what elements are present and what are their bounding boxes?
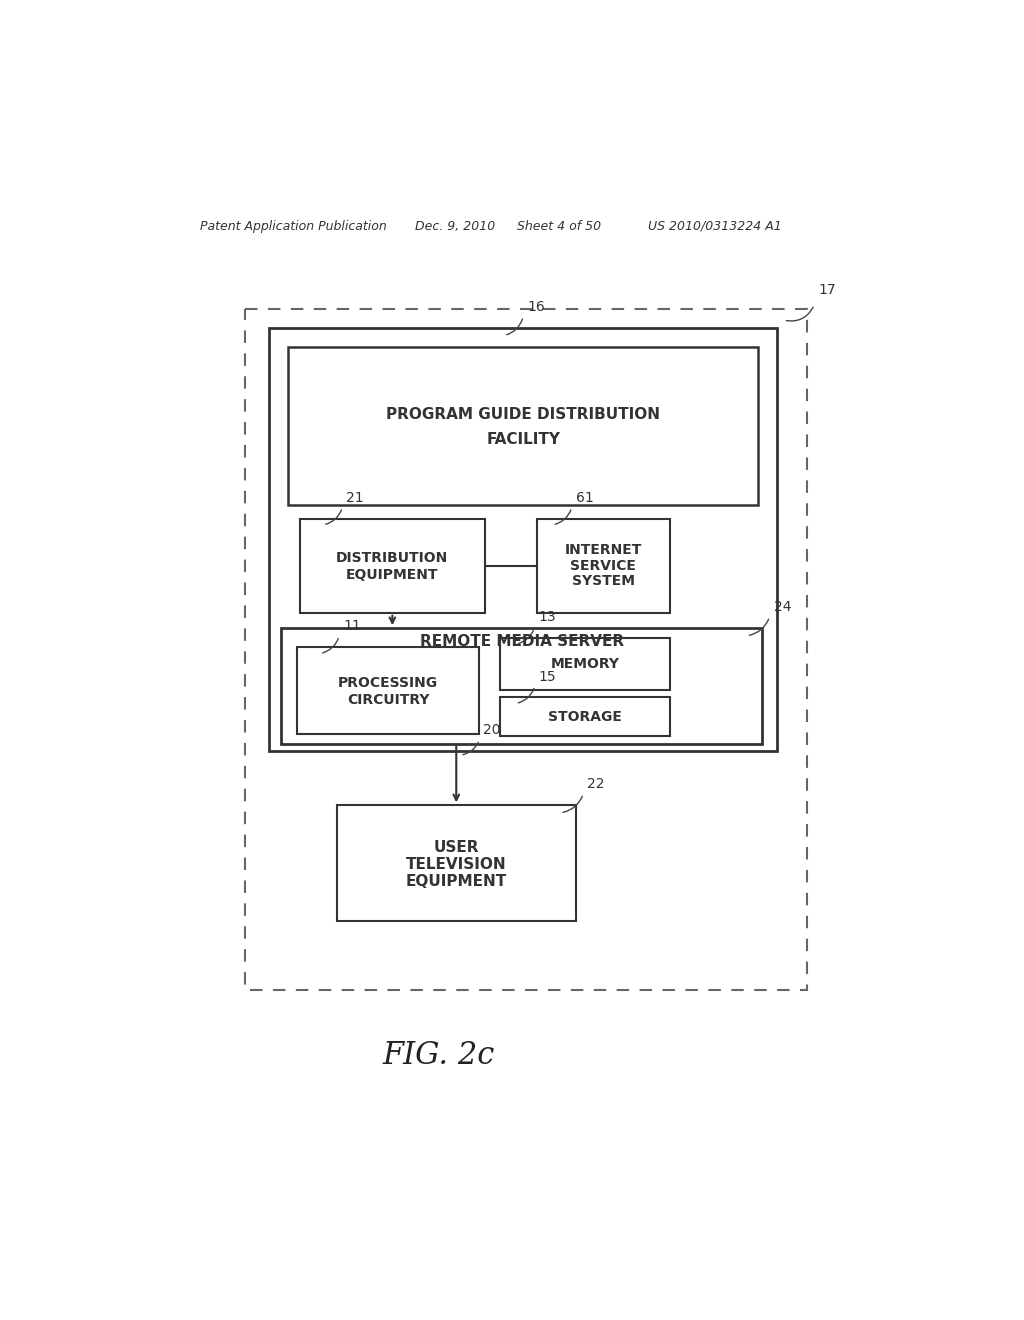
Bar xyxy=(337,805,575,921)
Text: Patent Application Publication: Patent Application Publication xyxy=(200,219,387,232)
Bar xyxy=(282,628,762,743)
Text: FACILITY: FACILITY xyxy=(486,433,560,447)
Text: Dec. 9, 2010: Dec. 9, 2010 xyxy=(416,219,496,232)
Text: Sheet 4 of 50: Sheet 4 of 50 xyxy=(517,219,601,232)
Text: CIRCUITRY: CIRCUITRY xyxy=(347,693,429,708)
Text: 16: 16 xyxy=(527,300,545,314)
Text: MEMORY: MEMORY xyxy=(550,657,620,671)
Bar xyxy=(245,309,807,990)
Bar xyxy=(300,519,484,612)
Text: INTERNET: INTERNET xyxy=(564,544,642,557)
Text: 61: 61 xyxy=(575,491,593,506)
Bar xyxy=(297,647,479,734)
Text: PROGRAM GUIDE DISTRIBUTION: PROGRAM GUIDE DISTRIBUTION xyxy=(386,407,660,422)
Bar xyxy=(500,638,670,689)
Bar xyxy=(269,327,777,751)
Text: FIG. 2c: FIG. 2c xyxy=(382,1040,495,1071)
Text: SERVICE: SERVICE xyxy=(570,558,636,573)
Bar xyxy=(500,697,670,737)
Text: TELEVISION: TELEVISION xyxy=(406,857,507,873)
Text: SYSTEM: SYSTEM xyxy=(571,574,635,589)
Bar xyxy=(538,519,670,612)
Text: EQUIPMENT: EQUIPMENT xyxy=(406,874,507,888)
Text: PROCESSING: PROCESSING xyxy=(338,676,438,690)
Text: 20: 20 xyxy=(483,723,501,738)
Text: 17: 17 xyxy=(818,282,836,297)
Text: US 2010/0313224 A1: US 2010/0313224 A1 xyxy=(648,219,781,232)
Text: 24: 24 xyxy=(773,601,791,614)
Bar xyxy=(289,347,758,506)
Text: 21: 21 xyxy=(346,491,364,506)
Text: USER: USER xyxy=(433,840,479,855)
Text: REMOTE MEDIA SERVER: REMOTE MEDIA SERVER xyxy=(420,635,624,649)
Text: 15: 15 xyxy=(539,669,556,684)
Text: STORAGE: STORAGE xyxy=(548,710,622,723)
Text: EQUIPMENT: EQUIPMENT xyxy=(346,568,438,582)
Text: 22: 22 xyxy=(587,777,604,792)
Text: 13: 13 xyxy=(539,610,556,624)
Text: 11: 11 xyxy=(343,619,360,634)
Text: DISTRIBUTION: DISTRIBUTION xyxy=(336,550,449,565)
